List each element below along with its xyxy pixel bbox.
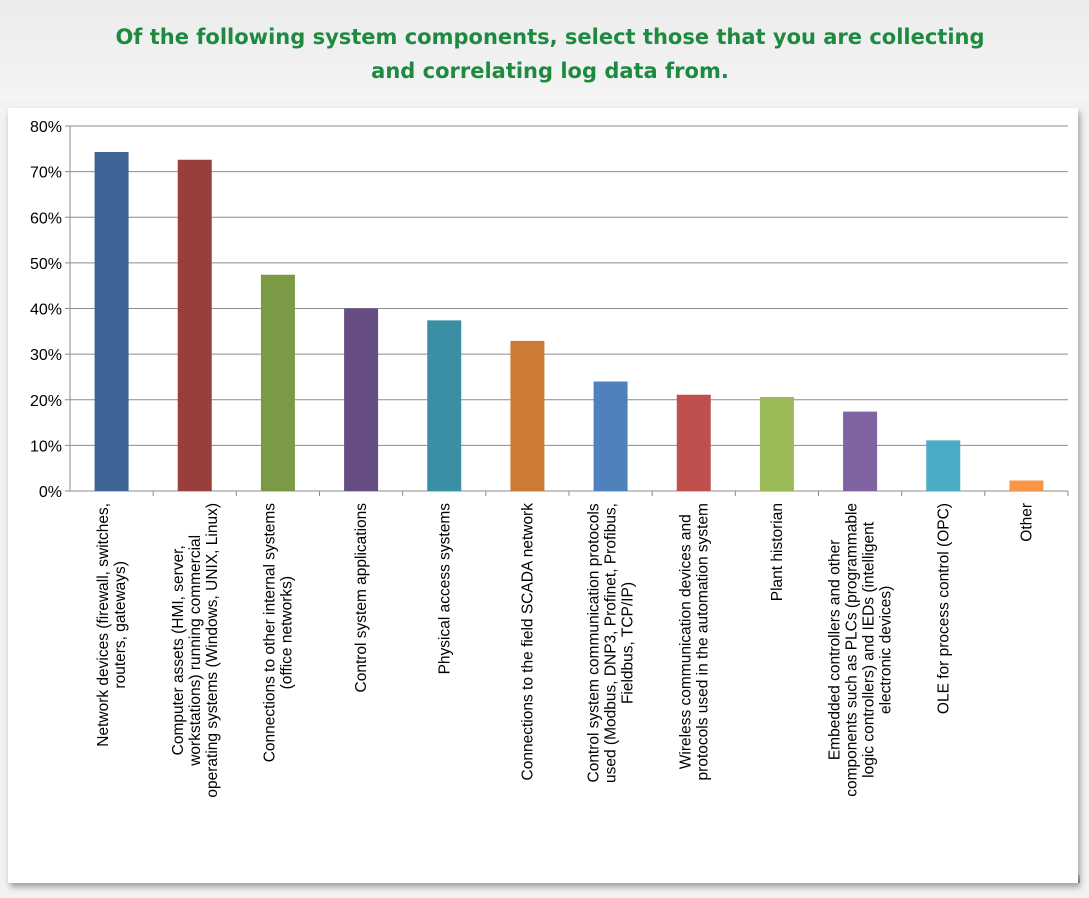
y-tick-label: 40% — [30, 302, 62, 319]
category-label: Embedded controllers and othercomponents… — [827, 503, 895, 797]
y-tick-label: 30% — [30, 347, 62, 364]
category-label: Computer assets (HMI, server,workstation… — [170, 503, 221, 798]
y-tick-label: 10% — [30, 438, 62, 455]
y-tick-label: 80% — [30, 119, 62, 136]
chart-title: Of the following system components, sele… — [115, 25, 985, 83]
bar — [344, 308, 379, 491]
y-tick-label: 70% — [30, 165, 62, 182]
category-label: Physical access systems — [436, 503, 453, 675]
category-label: Wireless communication devices andprotoc… — [677, 503, 711, 780]
category-label: Other — [1018, 503, 1035, 542]
bar — [427, 320, 462, 491]
category-label: Control system communication protocolsus… — [586, 503, 637, 783]
bar — [676, 394, 711, 491]
bar — [843, 411, 878, 491]
bar — [260, 274, 295, 491]
y-tick-label: 50% — [30, 256, 62, 273]
bar — [94, 152, 129, 491]
y-tick-label: 20% — [30, 393, 62, 410]
category-label: Plant historian — [769, 503, 786, 601]
category-label: Connections to the field SCADA network — [519, 503, 536, 781]
category-label: OLE for process control (OPC) — [935, 503, 952, 714]
y-tick-label: 60% — [30, 210, 62, 227]
bar — [926, 440, 961, 491]
bar — [759, 397, 794, 491]
bar — [1009, 480, 1044, 491]
bar — [177, 159, 212, 491]
category-label: Control system applications — [353, 503, 370, 693]
y-tick-label: 0% — [39, 484, 62, 501]
bar — [593, 381, 628, 491]
category-label: Connections to other internal systems(of… — [261, 503, 295, 763]
title-band — [0, 0, 1089, 100]
category-label: Network devices (firewall, switches,rout… — [95, 503, 129, 747]
bar — [510, 340, 545, 491]
